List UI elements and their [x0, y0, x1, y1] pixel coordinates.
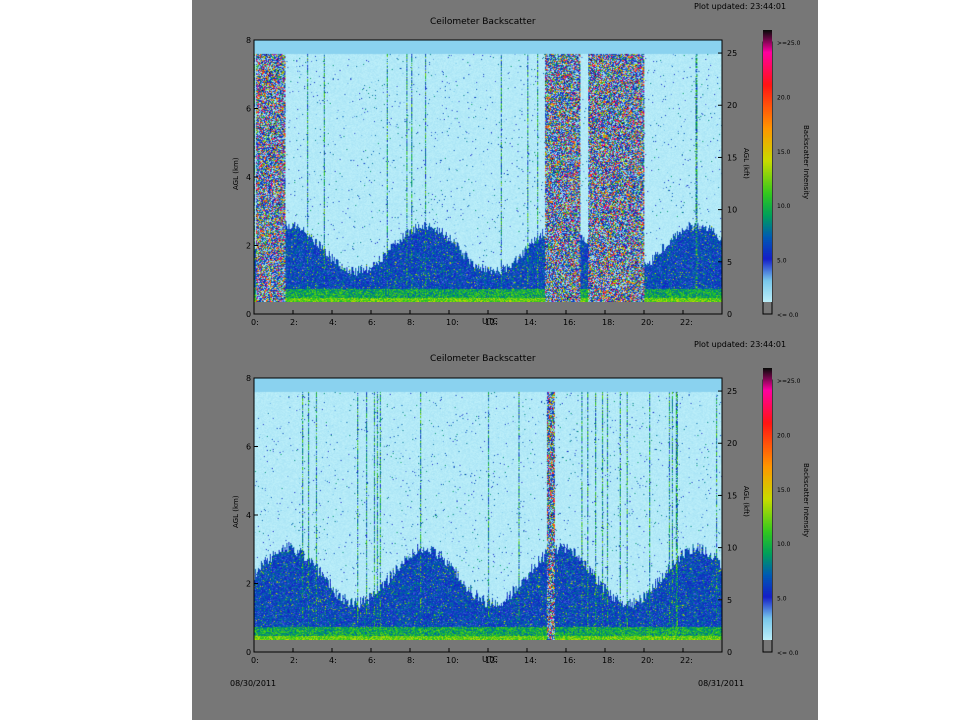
y-tick-label-right: 15 — [727, 491, 737, 500]
x-tick-label: 16: — [563, 656, 576, 665]
x-tick-label: 10: — [446, 656, 459, 665]
plot-updated: Plot updated: 23:44:01 — [694, 340, 787, 349]
colorbar-tick-label: 15.0 — [777, 487, 791, 494]
x-tick-label: 22: — [680, 318, 693, 327]
y-tick-label-right: 20 — [727, 101, 737, 110]
y-axis-label-right: AGL (kft) — [742, 486, 750, 517]
y-axis-label-left: AGL (km) — [232, 495, 240, 528]
x-tick-label: 4: — [329, 656, 337, 665]
y-tick-label-right: 5 — [727, 596, 732, 605]
y-tick-label-right: 25 — [727, 387, 737, 396]
y-tick-label: 4 — [246, 511, 251, 520]
x-tick-label: 22: — [680, 656, 693, 665]
y-tick-label: 8 — [246, 374, 251, 383]
colorbar-tick-label: 15.0 — [777, 149, 791, 156]
y-tick-label: 8 — [246, 36, 251, 45]
backscatter-heatmap — [254, 378, 722, 640]
x-tick-label: 0: — [251, 656, 259, 665]
x-axis-label: UTC — [482, 655, 498, 664]
plot-updated: Plot updated: 23:44:01 — [694, 2, 787, 11]
y-tick-label-right: 0 — [727, 648, 732, 657]
chart-title: Ceilometer Backscatter — [430, 17, 536, 27]
y-tick-label-right: 10 — [727, 206, 737, 215]
colorbar-tick-label: <= 0.0 — [777, 650, 799, 657]
x-tick-label: 2: — [290, 318, 298, 327]
colorbar-tick-label: 5.0 — [777, 596, 787, 603]
x-axis-label: UTC — [482, 317, 498, 326]
y-tick-label: 6 — [246, 443, 251, 452]
x-tick-label: 20: — [641, 656, 654, 665]
x-tick-label: 20: — [641, 318, 654, 327]
colorbar-tick-label: 10.0 — [777, 203, 791, 210]
colorbar-tick-label: <= 0.0 — [777, 312, 799, 319]
colorbar-tick-label: 5.0 — [777, 258, 787, 265]
x-tick-label: 6: — [368, 318, 376, 327]
colorbar-tick-label: 20.0 — [777, 94, 791, 101]
colorbar — [763, 368, 772, 640]
x-tick-label: 8: — [407, 318, 415, 327]
colorbar-tick-label: >=25.0 — [777, 378, 801, 385]
x-tick-label: 10: — [446, 318, 459, 327]
x-tick-label: 18: — [602, 318, 615, 327]
colorbar-tick-label: 10.0 — [777, 541, 791, 548]
y-tick-label: 6 — [246, 105, 251, 114]
date-left: 08/30/2011 — [230, 679, 277, 688]
y-tick-label-right: 25 — [727, 49, 737, 58]
colorbar-label: Backscatter Intensity — [802, 463, 810, 538]
x-tick-label: 18: — [602, 656, 615, 665]
chart-title: Ceilometer Backscatter — [430, 354, 536, 364]
date-right: 08/31/2011 — [698, 679, 745, 688]
colorbar — [763, 30, 772, 302]
x-tick-label: 12: — [485, 318, 498, 327]
y-tick-label-right: 10 — [727, 544, 737, 553]
x-tick-label: 0: — [251, 318, 259, 327]
colorbar-tick-label: >=25.0 — [777, 40, 801, 47]
y-tick-label-right: 20 — [727, 439, 737, 448]
y-tick-label-right: 15 — [727, 153, 737, 162]
x-tick-label: 2: — [290, 656, 298, 665]
x-tick-label: 6: — [368, 656, 376, 665]
plot-frame — [253, 377, 723, 653]
y-tick-label-right: 0 — [727, 310, 732, 319]
backscatter-heatmap — [254, 40, 722, 302]
y-tick-label: 2 — [246, 242, 251, 251]
x-tick-label: 16: — [563, 318, 576, 327]
x-tick-label: 14: — [524, 656, 537, 665]
x-tick-label: 8: — [407, 656, 415, 665]
y-tick-label: 4 — [246, 173, 251, 182]
x-tick-label: 4: — [329, 318, 337, 327]
x-tick-label: 12: — [485, 656, 498, 665]
y-tick-label: 0 — [246, 310, 251, 319]
y-tick-label-right: 5 — [727, 258, 732, 267]
colorbar-tick-label: 20.0 — [777, 432, 791, 439]
x-tick-label: 14: — [524, 318, 537, 327]
y-tick-label: 2 — [246, 580, 251, 589]
y-tick-label: 0 — [246, 648, 251, 657]
